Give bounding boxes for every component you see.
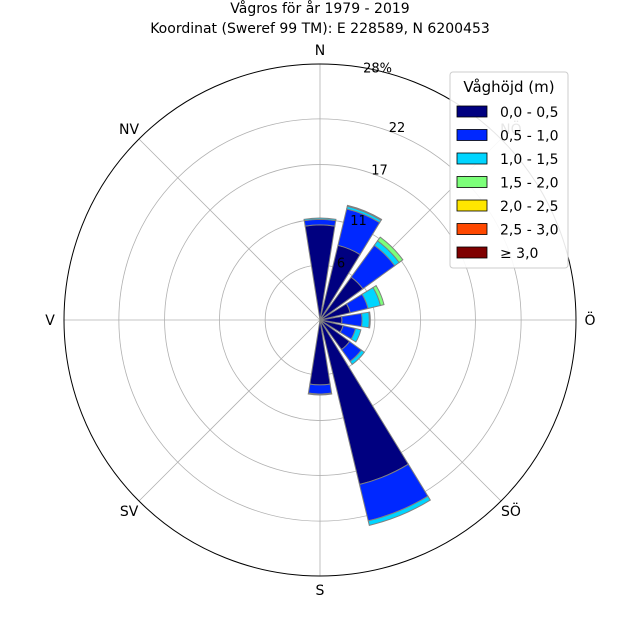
direction-label-3: SÖ xyxy=(501,502,521,520)
legend-label-0: 0,0 - 0,5 xyxy=(500,105,558,121)
legend-label-3: 1,5 - 2,0 xyxy=(500,176,558,192)
legend-label-4: 2,0 - 2,5 xyxy=(500,199,558,215)
bar-sector-7-bin-2 xyxy=(367,495,432,526)
legend-swatch-2 xyxy=(456,152,488,165)
direction-label-0: N xyxy=(315,43,325,59)
radial-label-1: 11 xyxy=(350,214,367,229)
radial-labels: 6 11 17 22 28% xyxy=(337,62,405,272)
legend-label-6: ≥ 3,0 xyxy=(500,246,538,262)
chart-title-line1: Vågros för år 1979 - 2019 xyxy=(230,0,409,17)
bar-sector-8-bin-2 xyxy=(307,392,333,396)
legend-entries: 0,0 - 0,5 0,5 - 1,0 1,0 - 1,5 1,5 - 2,0 2,0 … xyxy=(456,105,558,262)
legend-label-1: 0,5 - 1,0 xyxy=(500,129,558,145)
grid-spoke-5 xyxy=(138,319,321,502)
direction-label-5: SV xyxy=(120,504,139,520)
legend-box xyxy=(449,71,569,269)
bar-sector-4-bin-1 xyxy=(341,312,363,328)
legend-title: Våghöjd (m) xyxy=(463,78,554,96)
outer-circle xyxy=(63,63,577,577)
bar-sector-8-bin-1 xyxy=(307,383,333,395)
bar-sector-3-bin-3 xyxy=(372,284,385,307)
radial-label-2: 17 xyxy=(371,163,388,178)
legend-swatch-1 xyxy=(456,129,488,141)
bar-sector-2-bin-3 xyxy=(376,236,404,264)
legend-swatch-5 xyxy=(456,223,488,235)
bar-sector-7-bin-0 xyxy=(319,319,410,486)
direction-label-6: V xyxy=(45,313,55,329)
legend-label-5: 2,5 - 3,0 xyxy=(500,223,558,239)
bar-sector-5-bin-2 xyxy=(350,327,362,343)
radial-label-max: 28% xyxy=(363,62,392,77)
grid-spoke-7 xyxy=(138,138,321,321)
legend-swatch-4 xyxy=(456,199,488,212)
radial-label-0: 6 xyxy=(337,256,345,271)
chart-title-line2: Koordinat (Sweref 99 TM): E 228589, N 62… xyxy=(150,21,490,37)
rose-bars xyxy=(303,204,432,526)
legend: Våghöjd (m) 0,0 - 0,5 0,5 - 1,0 1,0 - 1,5 1… xyxy=(449,71,569,269)
legend-swatch-0 xyxy=(456,105,488,118)
legend-swatch-3 xyxy=(456,176,488,188)
legend-swatch-6 xyxy=(456,246,488,259)
direction-label-7: NV xyxy=(119,122,139,138)
bar-sector-6-bin-2 xyxy=(349,349,366,366)
bar-sector-1-bin-3 xyxy=(346,204,383,221)
direction-label-4: S xyxy=(316,583,325,599)
direction-label-2: Ö xyxy=(584,311,595,329)
bar-sector-4-bin-3 xyxy=(368,311,371,329)
radial-label-3: 22 xyxy=(389,121,406,136)
bar-sector-0-bin-2 xyxy=(303,217,337,222)
bar-sector-4-bin-2 xyxy=(360,311,370,329)
legend-label-2: 1,0 - 1,5 xyxy=(500,152,558,168)
